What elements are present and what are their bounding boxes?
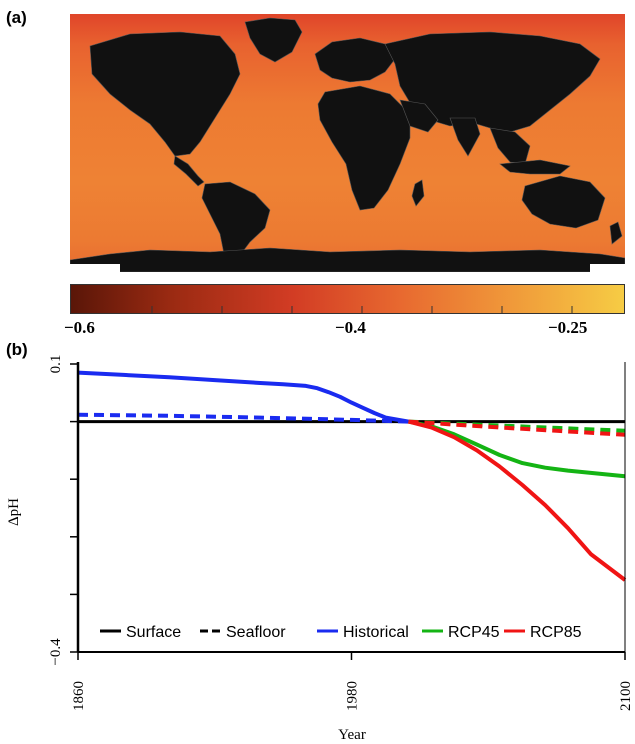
- indonesia-shape: [499, 159, 571, 175]
- x-tick-label: 2100: [618, 681, 634, 711]
- legend-label-surface: Surface: [126, 624, 181, 641]
- line-chart: 0.1 −0.4 1860 1980 2100 ΔpH Year Surface Sea…: [6, 355, 634, 743]
- colorbar: [70, 284, 625, 314]
- y-tick-label: −0.4: [48, 638, 64, 666]
- series-line-historical-surface: [77, 370, 409, 424]
- series-line-rcp85-surface: [408, 419, 627, 582]
- x-tick-label: 1860: [71, 681, 87, 711]
- india-shape: [449, 117, 481, 157]
- panel-a-label: (a): [6, 8, 27, 27]
- europe-shape: [314, 37, 396, 83]
- greenland-shape: [244, 17, 303, 63]
- australia-shape: [521, 175, 606, 229]
- y-axis-label: ΔpH: [6, 498, 22, 526]
- x-ticks: 1860 1980 2100: [71, 652, 634, 711]
- x-axis-label: Year: [338, 727, 366, 743]
- y-tick-label: 0.1: [48, 355, 64, 374]
- y-ticks: 0.1 −0.4: [48, 355, 78, 666]
- new-zealand-shape: [609, 221, 623, 245]
- panel-b-label: (b): [6, 340, 28, 359]
- antarctica-ice-right: [590, 264, 625, 272]
- land-masses: [69, 17, 626, 273]
- series-line-historical-seafloor: [77, 412, 409, 424]
- legend-label-rcp45: RCP45: [448, 624, 500, 641]
- central-america-shape: [173, 155, 205, 187]
- ocean-acidification-map: [69, 14, 626, 273]
- southeast-asia-shape: [489, 127, 531, 165]
- antarctica-shape: [69, 247, 626, 273]
- plot-area: [77, 370, 627, 582]
- legend-label-seafloor: Seafloor: [226, 624, 286, 641]
- colorbar-tick-label: −0.25: [548, 318, 588, 337]
- legend: Surface Seafloor Historical RCP45 RCP85: [100, 624, 582, 641]
- x-tick-label: 1980: [345, 681, 361, 711]
- north-america-shape: [89, 31, 241, 157]
- africa-shape: [317, 85, 411, 211]
- antarctica-ice-left: [70, 264, 120, 272]
- legend-label-rcp85: RCP85: [530, 624, 582, 641]
- legend-label-historical: Historical: [343, 624, 409, 641]
- arabia-shape: [399, 99, 439, 133]
- colorbar-ticks: [151, 306, 573, 314]
- colorbar-tick-label: −0.6: [64, 318, 95, 337]
- world-map-graphic: [69, 17, 626, 273]
- series-line-rcp85-seafloor: [408, 419, 626, 437]
- colorbar-tick-label: −0.4: [335, 318, 366, 337]
- madagascar-shape: [411, 179, 425, 207]
